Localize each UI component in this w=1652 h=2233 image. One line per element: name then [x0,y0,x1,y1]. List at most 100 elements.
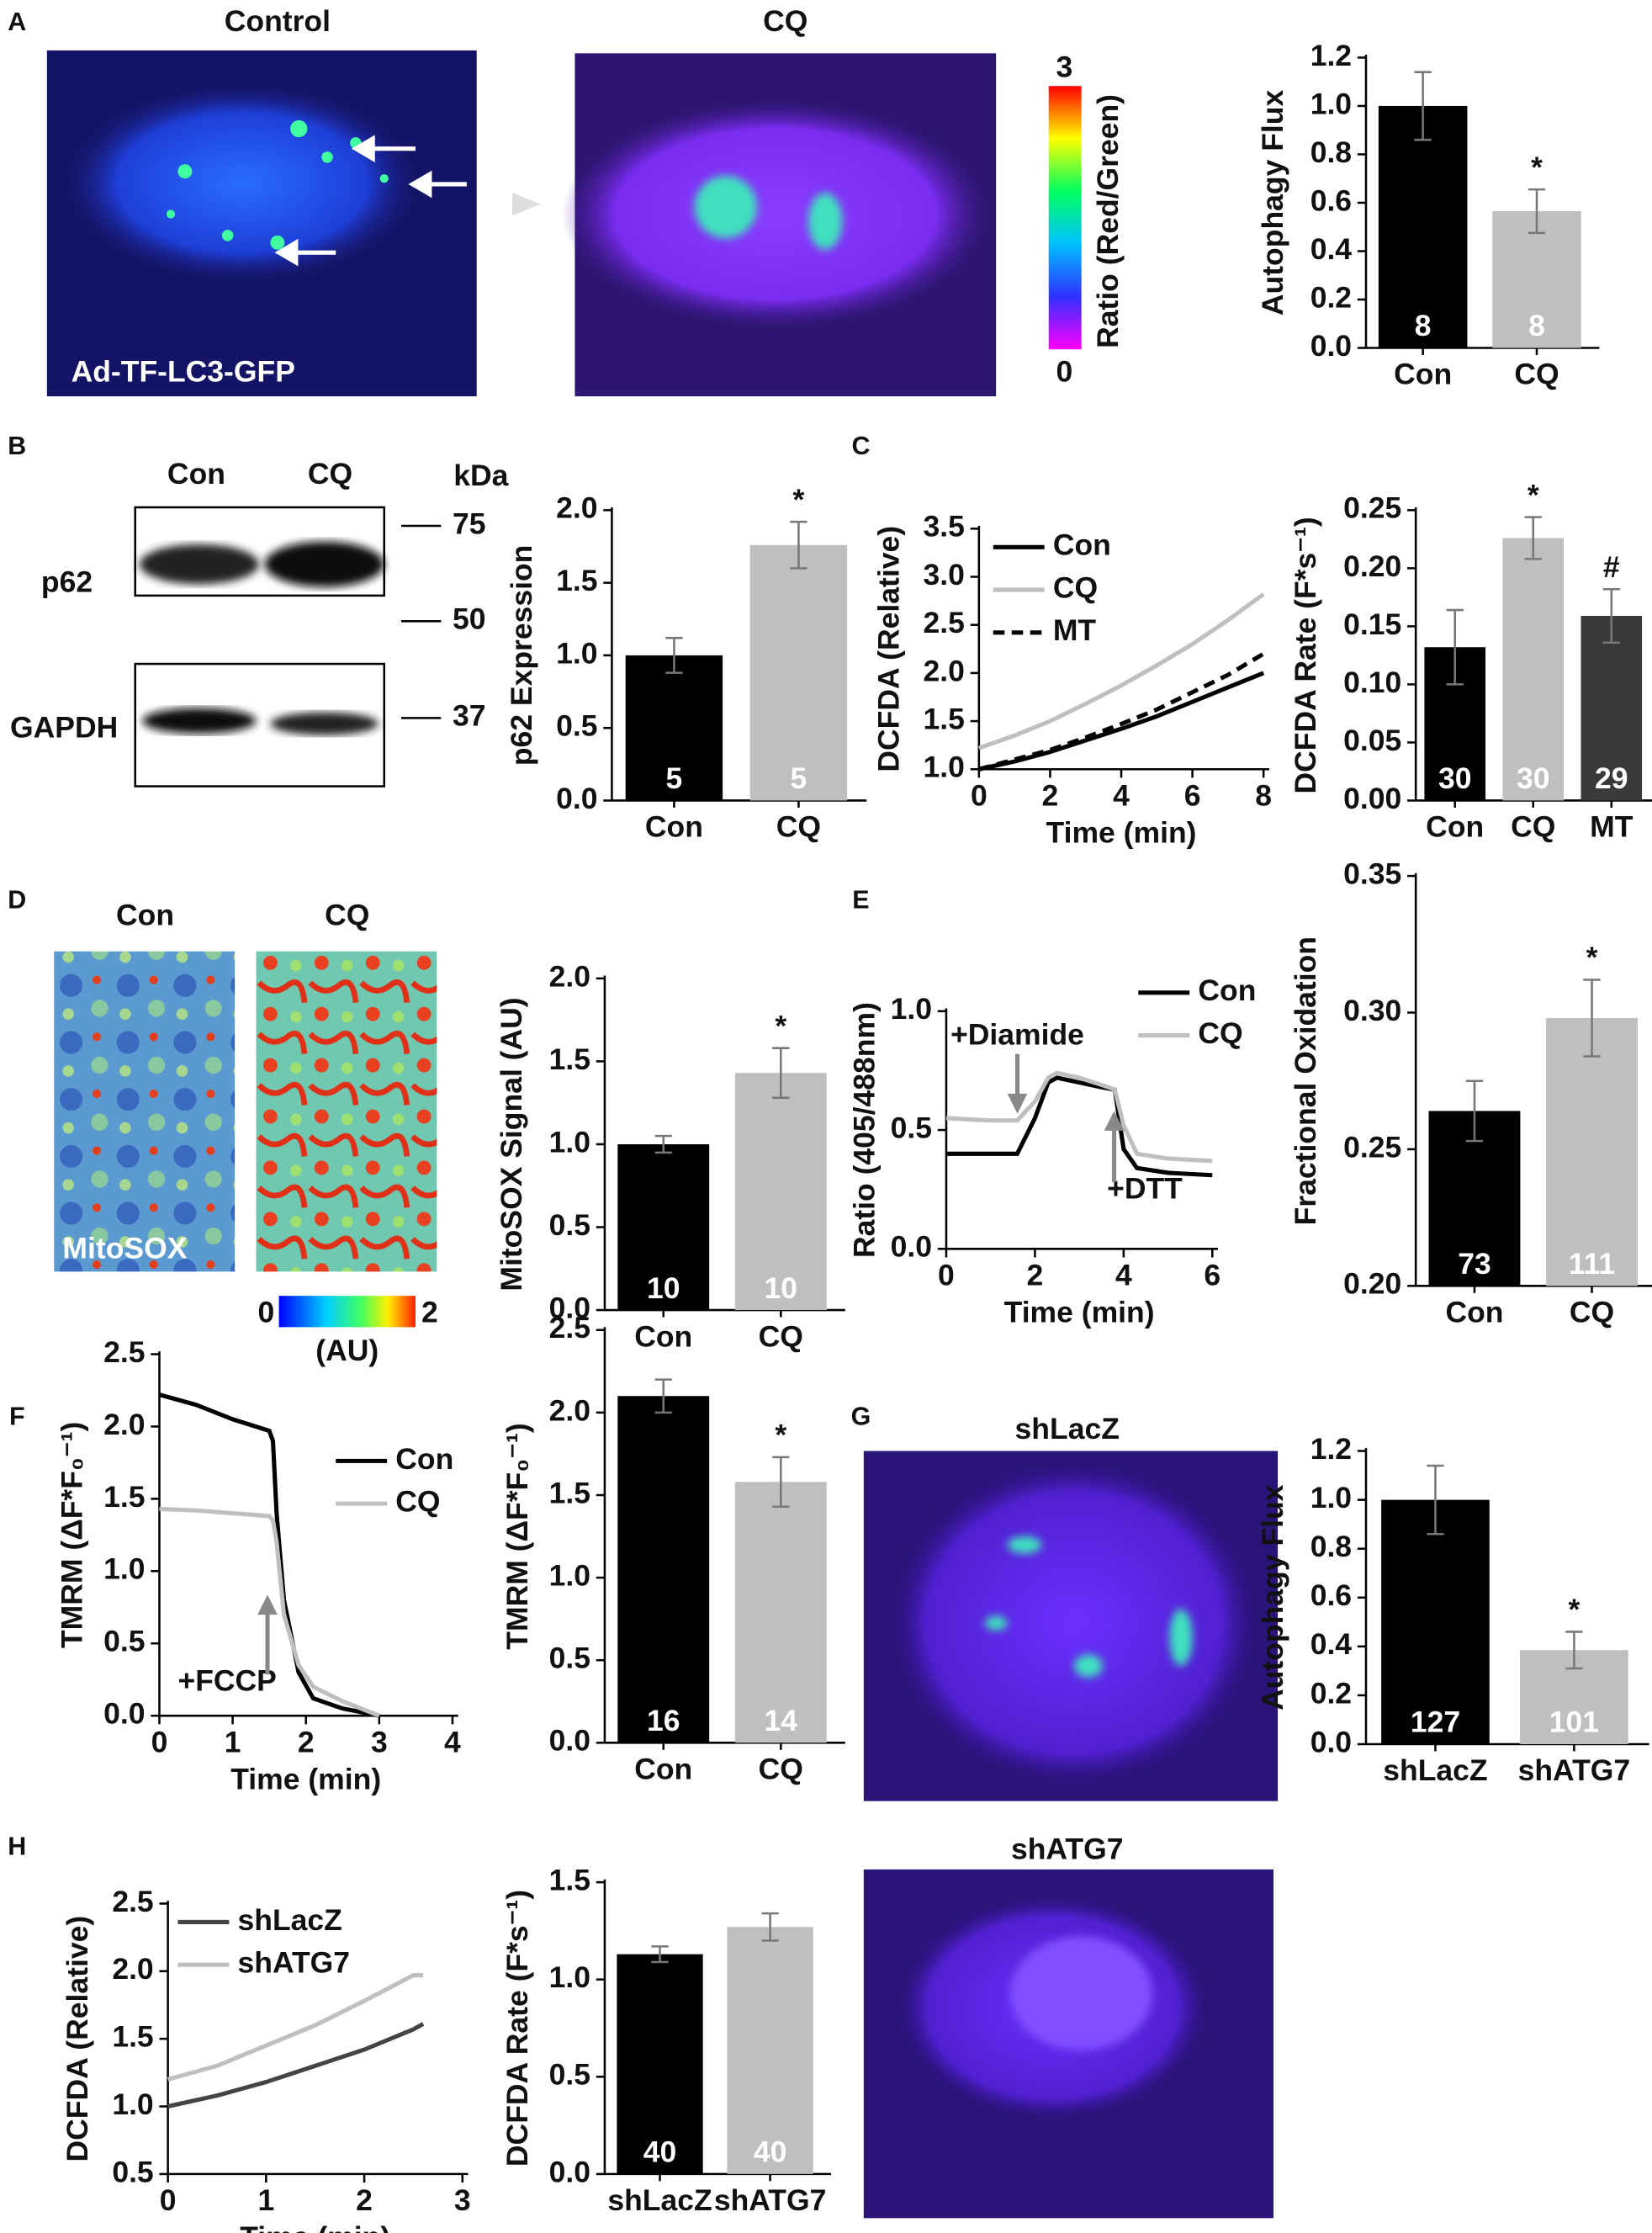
y-tick-label: 0.0 [549,1291,590,1324]
x-tick-label: CQ [1570,1296,1614,1329]
y-tick-label: 3.0 [924,558,965,591]
y-tick-label: 2.0 [103,1408,145,1441]
n-label: 10 [647,1271,680,1305]
legend-label: Con [395,1442,453,1476]
legend-label: Con [1198,973,1256,1007]
n-label: 16 [647,1704,680,1737]
y-tick-label: 0.5 [103,1625,145,1658]
bar [749,544,848,801]
n-label: 30 [1517,761,1550,795]
bar [1581,615,1643,801]
legend-label: Con [1053,528,1111,562]
bar [617,1143,710,1311]
nucleus [1010,1936,1153,2050]
x-axis-title: Time (min) [1046,815,1197,849]
y-axis-title: DCFDA (Relative) [61,1916,94,2162]
colorbar-label: 3 [1056,50,1072,83]
y-tick-label: 0.2 [1310,1676,1352,1710]
x-tick-label: shATG7 [714,2183,827,2217]
series-line [167,2022,425,2109]
y-tick-label: 0.6 [1310,183,1352,217]
colorbar-label: 0 [257,1296,274,1329]
n-label: 73 [1458,1247,1491,1281]
y-tick-label: 1.5 [924,702,965,735]
y-tick-label: 0.10 [1343,666,1401,699]
x-tick-label: CQ [759,1753,803,1786]
series-line [978,651,1265,772]
legend-label: MT [1053,613,1097,647]
y-tick-label: 0.0 [549,1724,590,1758]
y-tick-label: 0.4 [1310,232,1353,266]
panel-letter: A [8,8,26,36]
legend-label: shATG7 [238,1946,351,1980]
x-tick-label: 8 [1255,778,1272,812]
x-tick-label: 0 [971,778,987,812]
x-tick-label: 0 [938,1259,955,1292]
series-line [978,671,1265,772]
y-tick-label: 0.20 [1343,549,1401,583]
x-tick-label: 4 [1115,1259,1132,1292]
bar [617,1954,703,2174]
x-tick-label: CQ [759,1319,803,1353]
panel-letter: D [8,886,26,915]
series-line [167,1973,424,2082]
image-mitosox-con [54,951,236,1272]
bar [1502,538,1565,801]
annotation-arrowhead [1104,1111,1125,1131]
x-tick-label: 3 [454,2183,471,2217]
significance: * [1528,478,1539,512]
panel-letter: F [9,1403,25,1431]
colorbar-title: (AU) [315,1334,379,1367]
series-line [159,1506,380,1718]
y-tick-label: 2.5 [924,606,965,639]
x-tick-label: 0 [151,1725,168,1758]
x-tick-label: MT [1590,810,1633,844]
y-tick-label: 1.0 [549,1960,590,1994]
image-title: Control [225,4,331,38]
annotation: +Diamide [950,1018,1084,1052]
y-tick-label: 3.5 [924,510,965,544]
legend-label: CQ [1198,1016,1242,1050]
y-tick-label: 0.20 [1343,1267,1401,1301]
panel-letter: E [852,886,869,915]
y-axis-title: DCFDA (Relative) [871,526,905,772]
x-tick-label: shATG7 [1518,1753,1631,1787]
x-tick-label: 2 [1042,778,1059,812]
y-tick-label: 0.5 [112,2155,153,2188]
y-tick-label: 1.5 [556,564,597,597]
band [270,712,379,735]
colorbar-label: 0 [1056,354,1072,388]
image-title: Con [116,899,174,932]
cell [889,1459,1260,1787]
marker-label: 37 [453,699,486,733]
y-tick-label: 2.0 [549,1393,590,1427]
panel-letter: B [8,432,26,460]
panel-letter: H [8,1833,26,1861]
x-tick-label: 3 [371,1725,388,1758]
puncta [694,175,843,250]
n-label: 40 [754,2135,787,2169]
x-tick-label: 2 [1027,1259,1044,1292]
image-title: shLacZ [1015,1412,1120,1445]
n-label: 40 [643,2135,677,2169]
y-tick-label: 1.5 [549,1476,590,1509]
image-caption: MitoSOX [62,1231,187,1265]
legend-label: CQ [395,1485,440,1519]
y-tick-label: 1.0 [891,992,932,1026]
bar [1381,1499,1490,1745]
y-axis-title: DCFDA Rate (F*s⁻¹) [500,1890,534,2167]
x-tick-label: 0 [160,2183,177,2217]
y-tick-label: 1.0 [549,1125,590,1159]
bar [617,1396,710,1743]
y-axis-title: Ratio (405/488nm) [848,1002,882,1258]
y-tick-label: 1.2 [1310,39,1352,72]
y-tick-label: 0.15 [1343,607,1401,641]
y-tick-label: 0.4 [1310,1627,1353,1661]
x-tick-label: Con [1426,810,1484,844]
y-tick-label: 0.25 [1343,1130,1401,1164]
significance: * [1568,1593,1580,1626]
x-tick-label: 6 [1204,1259,1220,1292]
y-axis-title: DCFDA Rate (F*s⁻¹) [1289,517,1322,793]
y-tick-label: 1.0 [1310,1481,1352,1514]
